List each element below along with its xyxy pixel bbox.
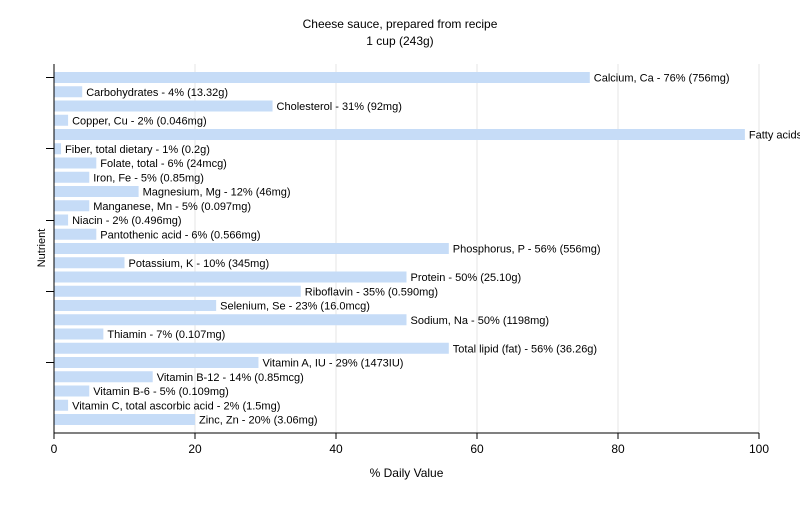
x-tick-label: 80	[611, 442, 625, 456]
bar-labels-group: Calcium, Ca - 76% (756mg) Carbohydrates -…	[65, 73, 800, 427]
bar	[54, 200, 90, 212]
bar	[54, 86, 83, 98]
bar-label: Calcium, Ca - 76% (756mg)	[594, 73, 730, 85]
bar	[54, 257, 125, 269]
bar	[54, 214, 69, 226]
bar-label: Carbohydrates - 4% (13.32g)	[86, 87, 228, 99]
bar-label: Zinc, Zn - 20% (3.06mg)	[199, 415, 318, 427]
bar-label: Niacin - 2% (0.496mg)	[72, 215, 181, 227]
chart-subtitle: 1 cup (243g)	[366, 34, 433, 48]
bar-label: Fiber, total dietary - 1% (0.2g)	[65, 144, 210, 156]
bar-label: Vitamin B-12 - 14% (0.85mcg)	[157, 372, 304, 384]
bar	[54, 243, 449, 254]
bar	[54, 371, 153, 383]
bar-label: Total lipid (fat) - 56% (36.26g)	[453, 343, 597, 355]
bar-label: Protein - 50% (25.10g)	[411, 272, 522, 284]
bar-label: Vitamin B-6 - 5% (0.109mg)	[93, 386, 229, 398]
bar-label: Magnesium, Mg - 12% (46mg)	[143, 187, 291, 199]
x-tick-label: 60	[470, 442, 484, 456]
bar	[54, 314, 407, 326]
bar	[54, 143, 62, 155]
x-axis-ticks: 0 20 40 60 80 100	[51, 433, 769, 456]
bar	[54, 328, 104, 340]
bar	[54, 399, 69, 411]
bar-label: Folate, total - 6% (24mcg)	[100, 158, 227, 170]
bar	[54, 157, 97, 169]
axes	[46, 64, 759, 434]
x-tick-label: 40	[329, 442, 343, 456]
bar	[54, 72, 590, 83]
bar-label: Potassium, K - 10% (345mg)	[129, 258, 270, 270]
bar	[54, 414, 195, 425]
x-tick-label: 20	[188, 442, 202, 456]
bar	[54, 171, 90, 183]
bar-label: Fatty acids, total saturated - 98% (19.5…	[749, 130, 800, 142]
bar	[54, 342, 449, 354]
bar	[54, 300, 217, 311]
x-tick-label: 100	[749, 442, 769, 456]
bar-label: Pantothenic acid - 6% (0.566mg)	[100, 229, 260, 241]
bar	[54, 357, 259, 368]
bars-group	[54, 72, 745, 425]
bar-label: Vitamin C, total ascorbic acid - 2% (1.5…	[72, 400, 280, 412]
bar-label: Phosphorus, P - 56% (556mg)	[453, 244, 601, 256]
bar	[54, 228, 97, 240]
y-axis-label: Nutrient	[36, 229, 48, 268]
x-tick-label: 0	[51, 442, 58, 456]
bar-label: Sodium, Na - 50% (1198mg)	[411, 315, 550, 327]
bar-label: Cholesterol - 31% (92mg)	[277, 101, 402, 113]
chart-title: Cheese sauce, prepared from recipe	[303, 17, 498, 31]
x-axis-label: % Daily Value	[370, 466, 444, 480]
bar	[54, 100, 273, 112]
bar-label: Riboflavin - 35% (0.590mg)	[305, 286, 438, 298]
bar-label: Copper, Cu - 2% (0.046mg)	[72, 115, 207, 127]
bar	[54, 186, 139, 197]
bar-label: Iron, Fe - 5% (0.85mg)	[93, 172, 204, 184]
bar-label: Selenium, Se - 23% (16.0mcg)	[220, 301, 370, 313]
bar-label: Thiamin - 7% (0.107mg)	[107, 329, 225, 341]
bar	[54, 285, 301, 297]
bar-label: Vitamin A, IU - 29% (1473IU)	[262, 358, 403, 370]
bar	[54, 114, 69, 126]
bar	[54, 271, 407, 283]
bar	[54, 385, 90, 397]
bar-label: Manganese, Mn - 5% (0.097mg)	[93, 201, 251, 213]
bar	[54, 129, 745, 140]
